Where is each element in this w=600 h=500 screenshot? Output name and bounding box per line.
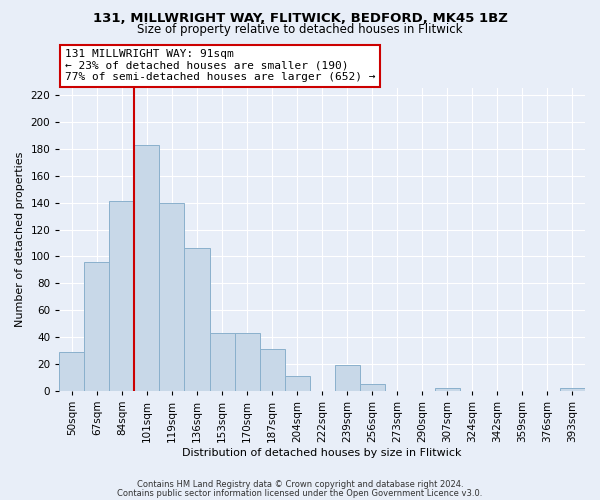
Bar [360,384,385,391]
Bar [209,333,235,391]
Bar [160,202,184,391]
Text: 131 MILLWRIGHT WAY: 91sqm
← 23% of detached houses are smaller (190)
77% of semi: 131 MILLWRIGHT WAY: 91sqm ← 23% of detac… [65,49,375,82]
Text: Size of property relative to detached houses in Flitwick: Size of property relative to detached ho… [137,22,463,36]
Bar [59,352,85,391]
X-axis label: Distribution of detached houses by size in Flitwick: Distribution of detached houses by size … [182,448,462,458]
Bar [260,349,284,391]
Text: 131, MILLWRIGHT WAY, FLITWICK, BEDFORD, MK45 1BZ: 131, MILLWRIGHT WAY, FLITWICK, BEDFORD, … [92,12,508,26]
Bar [284,376,310,391]
Bar [109,202,134,391]
Bar [85,262,109,391]
Text: Contains HM Land Registry data © Crown copyright and database right 2024.: Contains HM Land Registry data © Crown c… [137,480,463,489]
Bar [184,248,209,391]
Bar [435,388,460,391]
Bar [560,388,585,391]
Bar [335,366,360,391]
Bar [235,333,260,391]
Bar [134,145,160,391]
Y-axis label: Number of detached properties: Number of detached properties [15,152,25,328]
Text: Contains public sector information licensed under the Open Government Licence v3: Contains public sector information licen… [118,488,482,498]
